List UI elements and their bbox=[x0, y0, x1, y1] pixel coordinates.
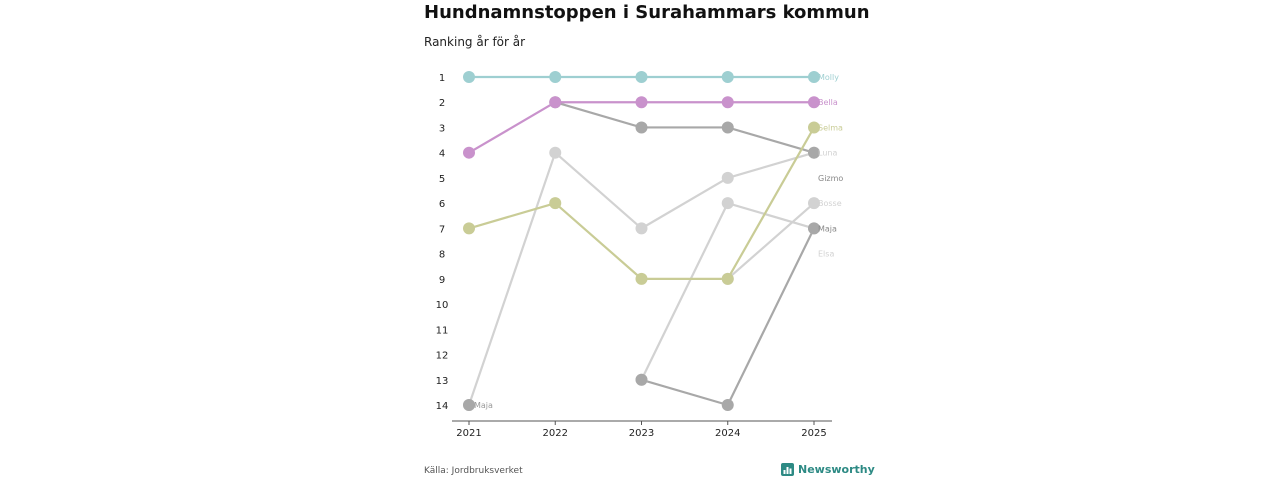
data-point-luna bbox=[549, 146, 562, 159]
data-point-molly bbox=[463, 71, 475, 83]
data-point-selma bbox=[463, 222, 475, 235]
series-line-gizmo bbox=[726, 126, 816, 154]
series-line-maja bbox=[640, 378, 729, 407]
data-point-bella bbox=[463, 146, 475, 159]
x-tick-label: 2022 bbox=[543, 428, 568, 439]
series-line-selma bbox=[554, 202, 643, 280]
y-tick-label: 8 bbox=[439, 250, 445, 261]
x-tick-label: 2023 bbox=[629, 428, 654, 439]
y-tick-label: 2 bbox=[439, 98, 445, 109]
end-label-gizmo: Gizmo bbox=[818, 174, 843, 183]
end-label-elsa: Elsa bbox=[818, 250, 834, 259]
data-point-bella bbox=[721, 96, 734, 109]
series-line-bella bbox=[467, 101, 557, 154]
end-label-bosse: Bosse bbox=[818, 199, 842, 208]
data-point-selma bbox=[635, 272, 648, 285]
data-point-selma bbox=[721, 272, 734, 285]
end-label-selma: Selma bbox=[818, 123, 843, 132]
data-point-luna bbox=[721, 171, 734, 184]
series-line-gizmo bbox=[554, 101, 643, 129]
data-point-selma bbox=[549, 197, 562, 210]
start-label-maja: Maja bbox=[474, 401, 493, 410]
y-tick-label: 14 bbox=[436, 401, 449, 412]
series-line-luna bbox=[554, 151, 643, 230]
data-point-gizmo bbox=[635, 121, 648, 134]
data-point-molly bbox=[808, 71, 820, 83]
source-note: Källa: Jordbruksverket bbox=[424, 466, 523, 476]
data-point-maja bbox=[635, 373, 648, 386]
y-tick-label: 13 bbox=[436, 376, 449, 387]
chart-title: Hundnamnstoppen i Surahammars kommun bbox=[424, 2, 870, 23]
end-label-maja: Maja bbox=[818, 224, 837, 233]
data-point-bella bbox=[635, 96, 648, 109]
data-point-gizmo bbox=[721, 121, 734, 134]
y-tick-label: 6 bbox=[439, 199, 445, 210]
y-tick-label: 4 bbox=[439, 149, 445, 160]
data-point-maja bbox=[808, 222, 820, 235]
y-tick-label: 5 bbox=[439, 174, 445, 185]
data-point-molly bbox=[721, 71, 734, 83]
series-line-elsa bbox=[726, 202, 816, 280]
series-line-luna bbox=[726, 151, 816, 180]
bar-chart-icon bbox=[781, 463, 794, 476]
data-point-maja bbox=[463, 399, 475, 411]
y-tick-label: 1 bbox=[439, 73, 445, 84]
data-point-bosse bbox=[721, 197, 734, 210]
chart-subtitle: Ranking år för år bbox=[424, 35, 526, 49]
series-line-bosse bbox=[640, 202, 729, 381]
series-labels: Molly Bella Selma Luna Gizmo Bosse Maja Elsa Maj… bbox=[474, 73, 843, 410]
series-points bbox=[463, 71, 820, 411]
x-tick-label: 2025 bbox=[801, 428, 826, 439]
y-tick-label: 12 bbox=[436, 351, 449, 362]
data-point-molly bbox=[549, 71, 562, 83]
series-line-selma bbox=[467, 202, 557, 230]
x-tick-label: 2021 bbox=[456, 428, 481, 439]
series-line-maja bbox=[726, 227, 816, 407]
data-point-elsa bbox=[808, 197, 820, 210]
y-tick-label: 9 bbox=[439, 275, 445, 286]
data-point-bella bbox=[808, 96, 820, 109]
data-point-molly bbox=[635, 71, 648, 83]
end-label-molly: Molly bbox=[818, 73, 839, 82]
y-tick-label: 3 bbox=[439, 123, 445, 134]
data-point-gizmo bbox=[808, 146, 820, 159]
y-tick-label: 11 bbox=[436, 325, 449, 336]
x-axis: 2021 2022 2023 2024 2025 bbox=[452, 420, 832, 439]
y-tick-label: 10 bbox=[436, 300, 449, 311]
series-line-luna bbox=[467, 151, 557, 407]
brand-logo: Newsworthy bbox=[781, 463, 875, 476]
y-tick-label: 7 bbox=[439, 224, 445, 235]
series-line-luna bbox=[640, 176, 729, 230]
series-lines bbox=[467, 75, 816, 407]
end-label-bella: Bella bbox=[818, 98, 838, 107]
data-point-bella bbox=[549, 96, 562, 109]
series-line-selma bbox=[726, 126, 816, 280]
brand-name: Newsworthy bbox=[798, 463, 875, 476]
end-label-luna: Luna bbox=[818, 149, 837, 158]
x-tick-label: 2024 bbox=[715, 428, 740, 439]
data-point-selma bbox=[808, 121, 820, 134]
data-point-luna bbox=[635, 222, 648, 235]
series-line-bosse bbox=[726, 202, 816, 230]
data-point-maja bbox=[721, 399, 734, 411]
